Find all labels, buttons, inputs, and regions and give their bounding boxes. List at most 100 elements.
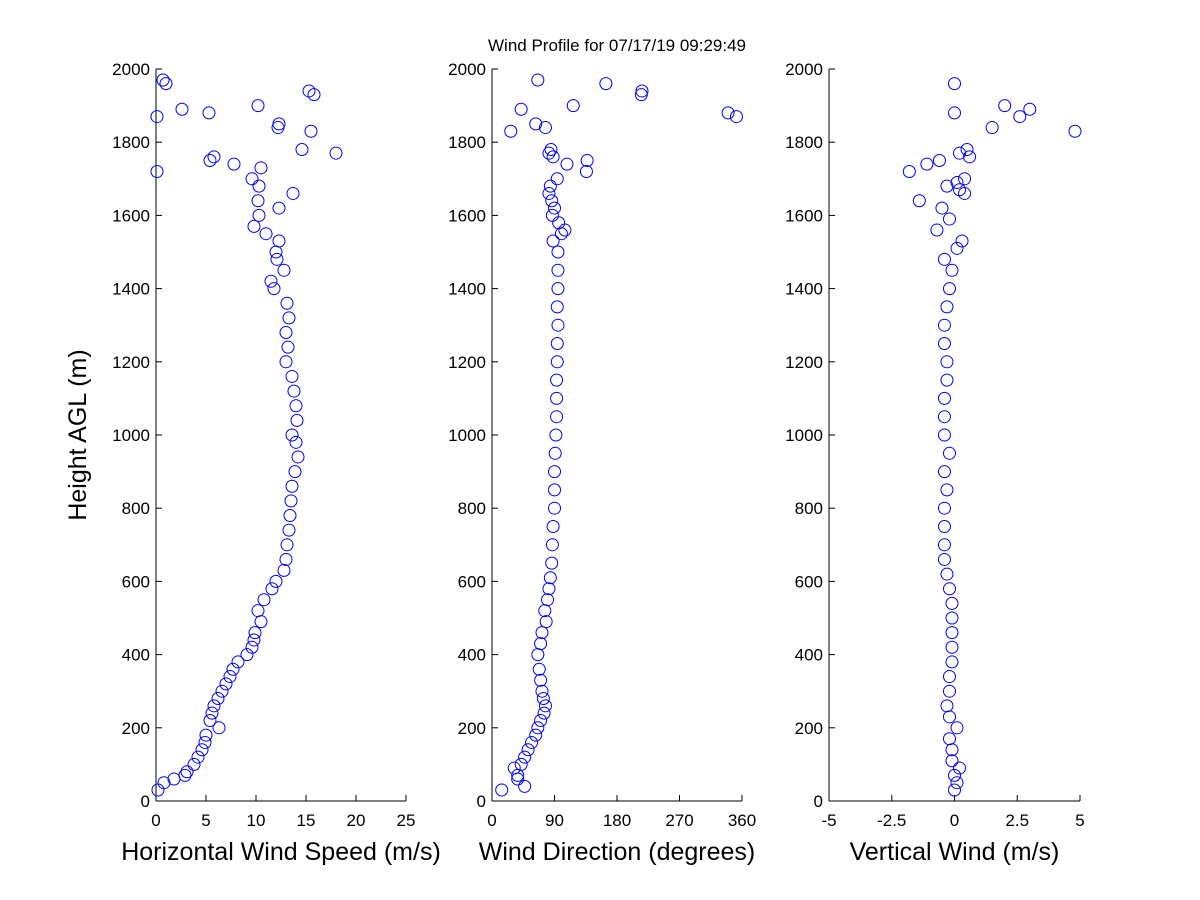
point	[531, 721, 545, 735]
y-tick-label: 1400	[448, 280, 486, 299]
point	[227, 157, 241, 171]
point	[551, 318, 565, 332]
x-tick-label: 0	[950, 811, 959, 830]
point	[245, 172, 259, 186]
point	[525, 735, 539, 749]
point	[953, 761, 967, 775]
point	[285, 428, 299, 442]
point	[265, 582, 279, 596]
point	[167, 772, 181, 786]
point	[157, 776, 171, 790]
point	[942, 710, 956, 724]
point	[945, 611, 959, 625]
y-tick-label: 1000	[448, 426, 486, 445]
x-tick-label: 25	[397, 811, 416, 830]
point	[295, 143, 309, 157]
point	[935, 201, 949, 215]
point	[254, 161, 268, 175]
point	[518, 750, 532, 764]
point	[207, 150, 221, 164]
point	[937, 552, 951, 566]
point	[960, 143, 974, 157]
x-tick-label: 20	[347, 811, 366, 830]
point	[264, 274, 278, 288]
point	[203, 154, 217, 167]
point	[252, 179, 266, 193]
point	[536, 692, 550, 706]
point	[252, 208, 266, 222]
y-axis-label: Height AGL (m)	[64, 349, 92, 520]
point	[302, 84, 316, 98]
point	[550, 410, 564, 424]
point	[247, 633, 261, 647]
y-tick-label: 1800	[448, 133, 486, 152]
point	[251, 194, 265, 208]
point	[950, 721, 964, 735]
point	[545, 538, 559, 552]
x-axis-label: Wind Direction (degrees)	[479, 838, 756, 866]
point	[251, 99, 265, 113]
y-tick-label: 400	[122, 646, 150, 665]
point	[175, 102, 189, 116]
point	[207, 699, 221, 713]
point	[281, 340, 295, 354]
point	[282, 523, 296, 537]
point	[202, 106, 216, 120]
point	[231, 655, 245, 669]
point	[958, 172, 972, 186]
point	[560, 157, 574, 171]
y-tick-label: 1600	[448, 206, 486, 225]
point	[518, 779, 532, 793]
point	[529, 117, 543, 131]
point	[635, 84, 649, 98]
point	[558, 223, 572, 237]
point	[551, 282, 565, 296]
point	[579, 164, 593, 178]
point	[215, 684, 229, 698]
point	[1068, 124, 1082, 138]
point	[267, 282, 281, 296]
point	[937, 520, 951, 533]
point	[550, 373, 564, 387]
point	[279, 552, 293, 566]
point	[212, 721, 226, 735]
point	[280, 538, 294, 552]
point	[940, 699, 954, 713]
point	[272, 117, 286, 131]
point	[937, 501, 951, 515]
point	[280, 296, 294, 310]
y-tick-label: 800	[458, 499, 486, 518]
point	[912, 194, 926, 208]
point	[937, 538, 951, 552]
point	[535, 626, 549, 640]
y-tick-label: 1200	[448, 353, 486, 372]
y-tick-label: 400	[795, 646, 823, 665]
x-tick-label: 5	[1075, 811, 1084, 830]
y-tick-label: 0	[141, 792, 150, 811]
point	[545, 208, 559, 222]
point	[150, 164, 164, 178]
point	[286, 186, 300, 200]
point	[950, 175, 964, 189]
y-tick-label: 200	[795, 719, 823, 738]
y-tick-label: 600	[795, 572, 823, 591]
y-tick-label: 200	[122, 719, 150, 738]
point	[942, 282, 956, 296]
x-tick-label: 10	[247, 811, 266, 830]
point	[932, 154, 946, 167]
x-tick-label: 360	[728, 811, 756, 830]
point	[203, 713, 217, 727]
point	[950, 241, 964, 255]
point	[920, 157, 934, 171]
x-tick-label: 15	[297, 811, 316, 830]
point	[550, 337, 564, 350]
y-tick-label: 1400	[785, 280, 823, 299]
point	[534, 713, 548, 727]
point	[945, 655, 959, 669]
y-tick-label: 400	[458, 646, 486, 665]
point	[550, 391, 564, 405]
point	[945, 263, 959, 277]
point	[902, 164, 916, 178]
point	[538, 699, 552, 713]
